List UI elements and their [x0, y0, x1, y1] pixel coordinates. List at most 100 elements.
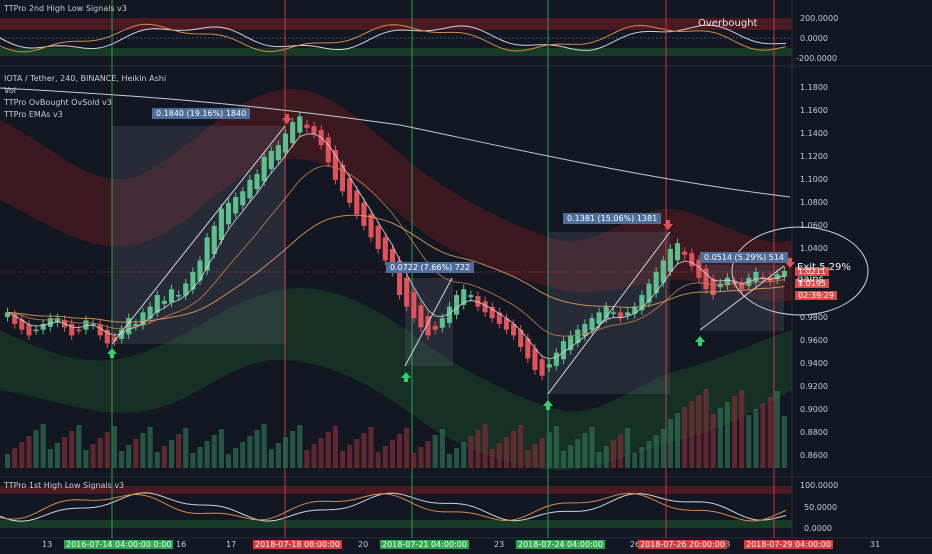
candle-body: [525, 338, 531, 359]
measure-label-1: 0.1840 (19.16%) 1840: [152, 108, 251, 119]
volume-bar: [568, 445, 574, 468]
price-tick-label: 1.1600: [800, 105, 828, 115]
candle-body: [503, 318, 510, 330]
candle-body: [710, 279, 716, 296]
main-header-2: TTPro OvBought OvSold v3: [4, 98, 112, 107]
lower-oscillator-lines: [0, 492, 787, 522]
volume-bar: [703, 389, 709, 468]
candle-body: [339, 164, 346, 192]
volume-bar: [5, 454, 11, 468]
volume-bar: [176, 434, 182, 468]
volume-bar: [354, 439, 360, 468]
volume-bar: [781, 416, 787, 468]
volume-bar: [731, 396, 738, 468]
main-header-1: Vol: [4, 86, 16, 95]
exit-ellipse: [731, 226, 869, 316]
candle-body: [119, 329, 125, 339]
candle-body: [325, 137, 331, 163]
time-tick-label: 20: [358, 540, 369, 549]
time-highlight-label: 2018-07-21 04:00:00: [380, 540, 469, 549]
candle-body: [347, 178, 353, 203]
volume-bar: [432, 435, 438, 468]
time-tick-label: 17: [226, 540, 237, 549]
price-tick-label: 0.9400: [800, 359, 828, 369]
volume-bar: [304, 450, 310, 468]
volume-bar: [83, 450, 89, 468]
volume-bar: [76, 425, 82, 468]
sell-arrow-icon: [663, 220, 673, 230]
volume-bar: [489, 449, 495, 468]
candle-body: [446, 306, 453, 323]
candle-body: [603, 306, 609, 319]
sell-arrow-icon: [282, 114, 292, 124]
candle-body: [47, 318, 53, 327]
upper-red-cloud: [0, 88, 792, 303]
candle-body: [261, 156, 267, 182]
candle-body: [26, 324, 32, 336]
candle-body: [739, 282, 745, 290]
candle-body: [268, 150, 274, 170]
candle-body: [254, 174, 260, 190]
measure-label-3: 0.1381 (15.06%) 1381: [563, 213, 662, 224]
volume-bar: [361, 433, 367, 468]
volume-bar: [425, 441, 431, 468]
volume-bar: [539, 438, 545, 468]
upper-oscillator-line: [0, 23, 787, 53]
volume-bar: [147, 427, 153, 468]
candle-body: [311, 126, 317, 134]
volume-bar: [639, 447, 645, 468]
time-highlight-label: 2018-07-18 08:00:00: [253, 540, 342, 549]
lower-tick-2: 0.0000: [804, 524, 832, 533]
candle-body: [760, 276, 766, 279]
trend-line-1: [111, 125, 286, 345]
time-tick-label: 26: [630, 540, 641, 549]
volume-bar: [667, 419, 673, 468]
candle-body: [461, 289, 467, 305]
volume-bar: [19, 442, 25, 468]
candle-body: [361, 202, 367, 226]
candle-body: [240, 191, 246, 206]
volume-bar: [553, 426, 559, 468]
volume-bar: [54, 443, 61, 468]
candle-body: [83, 320, 89, 330]
candle-body: [774, 274, 780, 280]
volume-bar: [311, 444, 317, 468]
buy-arrow-icon: [401, 372, 411, 382]
upper-overbought-band: [0, 18, 792, 30]
price-tick-label: 1.0600: [800, 220, 828, 230]
volume-bar: [218, 429, 224, 468]
candle-body: [5, 312, 11, 317]
volume-bar: [140, 433, 146, 468]
volume-bar: [268, 449, 274, 468]
volume-bar: [254, 430, 260, 468]
volume-bar: [511, 431, 517, 468]
candle-body: [104, 329, 110, 344]
candle-body: [646, 283, 652, 303]
candle-body: [639, 295, 645, 311]
candle-body: [532, 348, 538, 370]
volume-bar: [446, 454, 453, 468]
volume-bar: [724, 402, 730, 468]
volume-bar: [154, 452, 160, 468]
volume-bar: [689, 401, 695, 468]
volume-bar: [582, 433, 588, 468]
trend-line-4: [699, 265, 785, 331]
lower-tick-0: 100.0000: [800, 481, 839, 490]
candle-body: [54, 318, 61, 323]
price-tick-label: 0.9600: [800, 336, 828, 346]
volume-bar: [482, 424, 488, 468]
volume-bar: [389, 440, 395, 468]
volume-bar: [211, 435, 217, 468]
candle-body: [211, 225, 217, 255]
upper-oscillator-lines: [0, 23, 787, 53]
volume-bar: [33, 430, 39, 468]
volume-bar: [339, 451, 346, 468]
candle-body: [475, 296, 481, 307]
candle-body: [247, 179, 253, 199]
volume-bar: [767, 397, 773, 468]
volume-bar: [546, 432, 552, 468]
price-tick-label: 0.8600: [800, 451, 828, 461]
volume-bar: [90, 444, 96, 468]
time-highlight-label: 2018-07-24 04:00:00: [516, 540, 605, 549]
